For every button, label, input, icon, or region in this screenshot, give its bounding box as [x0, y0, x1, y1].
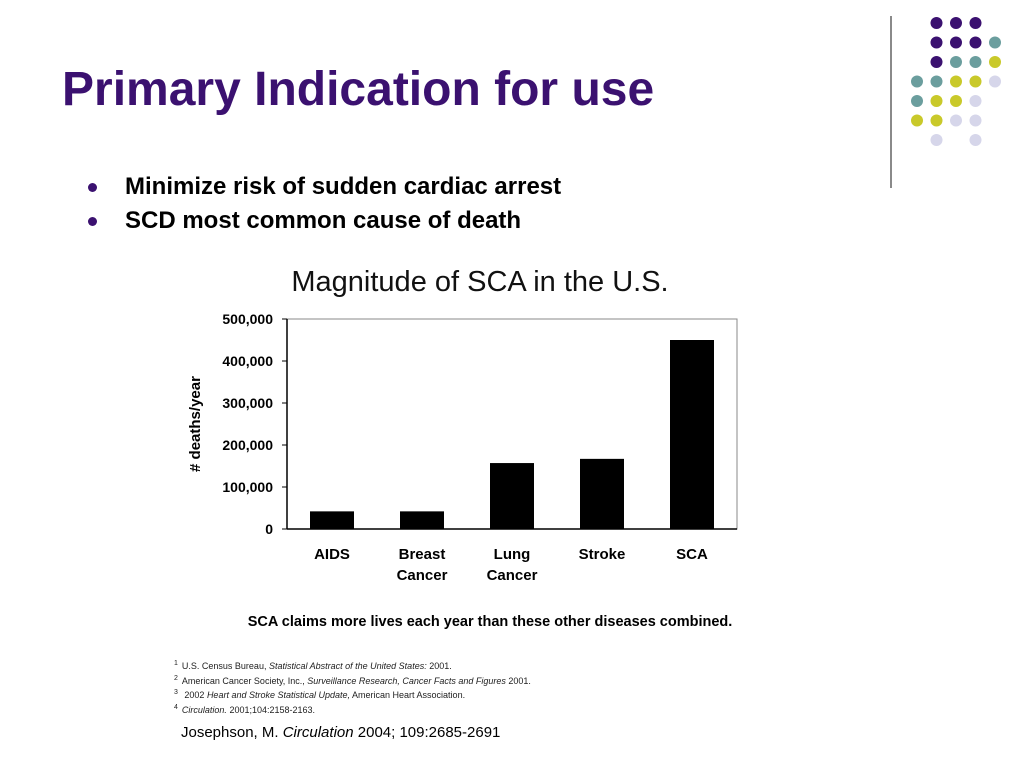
footnotes: 1 U.S. Census Bureau, Statistical Abstrac… — [174, 658, 531, 716]
y-tick-label: 500,000 — [222, 311, 273, 327]
citation-details: 2004; 109:2685-2691 — [353, 724, 501, 741]
footnote: 2 American Cancer Society, Inc., Surveill… — [174, 674, 531, 686]
bullet-item: SCD most common cause of death — [88, 206, 561, 240]
footnote: 3 2002 Heart and Stroke Statistical Upda… — [174, 689, 466, 701]
bullet-dot-icon — [88, 183, 97, 192]
y-tick-label: 200,000 — [222, 437, 273, 453]
x-tick-label: SCA — [676, 546, 708, 563]
y-tick-label: 0 — [265, 521, 273, 537]
bar — [400, 511, 444, 529]
bullet-list: Minimize risk of sudden cardiac arrest S… — [88, 172, 561, 240]
y-axis-label: # deaths/year — [187, 376, 204, 472]
bullet-item: Minimize risk of sudden cardiac arrest — [88, 172, 561, 206]
bar — [490, 463, 534, 529]
y-tick-label: 300,000 — [222, 395, 273, 411]
page-title: Primary Indication for use — [62, 63, 655, 116]
y-tick-label: 400,000 — [222, 353, 273, 369]
divider-line — [890, 16, 892, 188]
bar — [580, 458, 624, 529]
bullet-text: SCD most common cause of death — [125, 207, 522, 234]
y-tick-label: 100,000 — [222, 479, 273, 495]
bar — [670, 340, 714, 529]
bullet-dot-icon — [88, 217, 97, 226]
citation: Josephson, M. Circulation 2004; 109:2685… — [181, 724, 500, 741]
bullet-text: Minimize risk of sudden cardiac arrest — [125, 173, 562, 200]
x-tick-label: Breast Cancer — [397, 546, 448, 584]
chart-caption: SCA claims more lives each year than the… — [248, 614, 733, 630]
x-tick-label: Lung Cancer — [487, 546, 538, 584]
x-tick-label: AIDS — [314, 546, 350, 563]
citation-journal: Circulation — [282, 724, 354, 741]
footnote: 1 U.S. Census Bureau, Statistical Abstrac… — [174, 660, 452, 671]
footnote: 4 Circulation. 2001;104:2158-2163. — [174, 703, 316, 715]
x-tick-label: Stroke — [579, 546, 626, 563]
bar — [310, 511, 354, 529]
chart-title: Magnitude of SCA in the U.S. — [291, 266, 668, 298]
citation-author: Josephson, M. — [181, 724, 283, 741]
